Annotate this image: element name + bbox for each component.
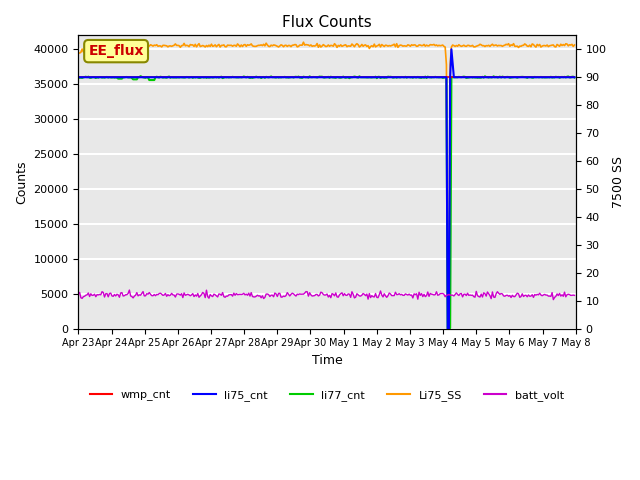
X-axis label: Time: Time bbox=[312, 354, 342, 367]
Legend: wmp_cnt, li75_cnt, li77_cnt, Li75_SS, batt_volt: wmp_cnt, li75_cnt, li77_cnt, Li75_SS, ba… bbox=[85, 385, 569, 405]
Y-axis label: 7500 SS: 7500 SS bbox=[612, 156, 625, 208]
Y-axis label: Counts: Counts bbox=[15, 160, 28, 204]
Title: Flux Counts: Flux Counts bbox=[282, 15, 372, 30]
Text: EE_flux: EE_flux bbox=[88, 44, 144, 58]
